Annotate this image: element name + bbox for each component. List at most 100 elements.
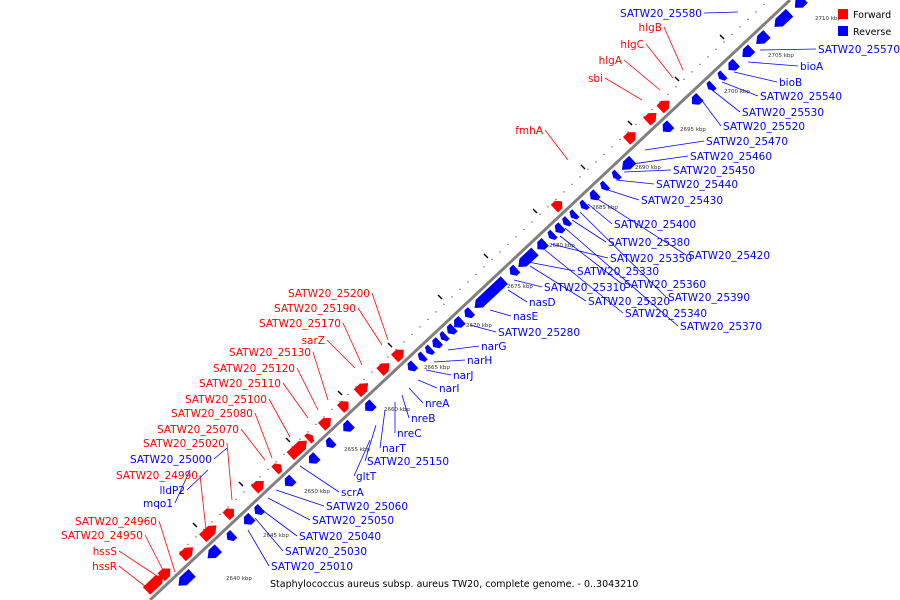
minor-tick (555, 198, 557, 200)
gene-label-gltt: gltT (356, 471, 377, 483)
reverse-leader (579, 211, 667, 298)
reverse-leader (559, 235, 623, 285)
minor-tick (731, 33, 733, 35)
minor-tick (211, 521, 213, 523)
forward-leader (118, 565, 151, 591)
reverse-leader (513, 279, 543, 288)
forward-gene-arrow (336, 401, 349, 413)
minor-tick (467, 281, 469, 283)
forward-gene-arrow (271, 463, 283, 475)
gene-label-satw20-25170: SATW20_25170 (259, 318, 341, 330)
minor-tick (611, 146, 613, 148)
gene-label-satw20-24990: SATW20_24990 (116, 470, 198, 482)
minor-tick (563, 191, 565, 193)
gene-label-mqo1: mqo1 (143, 498, 173, 510)
reverse-gene-arrow (518, 247, 539, 268)
gene-label-narh: narH (467, 355, 492, 367)
gene-label-satw20-25020: SATW20_25020 (143, 438, 225, 450)
forward-gene-arrow (656, 100, 670, 114)
minor-tick (259, 476, 261, 478)
reverse-leader (564, 227, 679, 327)
reverse-leader (529, 265, 587, 302)
minor-tick (435, 311, 437, 313)
minor-tick (235, 498, 237, 500)
label-leaders (118, 11, 817, 591)
gene-label-hlgc: hlgC (620, 39, 644, 51)
scale-label: 2675 kbp (507, 284, 533, 290)
minor-tick (395, 348, 397, 350)
minor-tick (195, 536, 197, 538)
gene-label-satw20-25420: SATW20_25420 (688, 250, 770, 262)
feature-track (142, 0, 808, 595)
minor-tick (403, 341, 405, 343)
gene-label-satw20-25190: SATW20_25190 (274, 303, 356, 315)
minor-tick (531, 221, 533, 223)
genome-backbone (148, 0, 792, 600)
minor-tick (411, 333, 413, 335)
gene-label-satw20-25150: SATW20_25150 (367, 456, 449, 468)
forward-gene-arrow (353, 383, 369, 398)
forward-gene-arrow (286, 440, 307, 461)
reverse-leader (759, 48, 817, 51)
major-tick (387, 342, 393, 348)
gene-label-satw20-25530: SATW20_25530 (742, 107, 824, 119)
minor-tick (283, 453, 285, 455)
legend-reverse-label: Reverse (853, 27, 891, 38)
gene-label-bioa: bioA (800, 61, 824, 73)
reverse-leader (699, 97, 722, 127)
forward-gene-arrow (304, 433, 315, 444)
scale-label: 2670 kbp (466, 323, 492, 329)
scale-label: 2660 kbp (384, 407, 410, 413)
reverse-leader (267, 497, 311, 521)
gene-label-sbi: sbi (588, 73, 603, 85)
gene-label-nrea: nreA (425, 398, 450, 410)
reverse-gene-arrow (728, 58, 740, 71)
reverse-gene-arrow (207, 544, 223, 559)
minor-tick (579, 176, 581, 178)
gene-label-nase: nasE (513, 311, 538, 323)
reverse-leader (425, 369, 452, 376)
gene-label-satw20-25050: SATW20_25050 (312, 515, 394, 527)
reverse-gene-arrow (407, 360, 419, 372)
gene-label-satw20-25040: SATW20_25040 (299, 531, 381, 543)
major-tick (285, 437, 291, 443)
gene-label-narg: narG (481, 341, 507, 353)
reverse-gene-arrow (794, 0, 808, 8)
reverse-leader (571, 219, 607, 243)
minor-tick (683, 78, 685, 80)
gene-label-satw20-25320: SATW20_25320 (588, 296, 670, 308)
minor-tick (659, 101, 661, 103)
forward-gene-arrow (250, 480, 264, 494)
scale-label: 2685 kbp (592, 205, 618, 211)
reverse-gene-arrow (432, 337, 444, 349)
minor-tick (715, 48, 717, 50)
reverse-leader (733, 71, 778, 83)
minor-tick (667, 93, 669, 95)
gene-label-satw20-25340: SATW20_25340 (625, 308, 707, 320)
reverse-gene-arrow (417, 351, 428, 362)
gene-label-satw20-25430: SATW20_25430 (641, 195, 723, 207)
gene-label-satw20-25200: SATW20_25200 (288, 288, 370, 300)
gene-label-satw20-25130: SATW20_25130 (229, 347, 311, 359)
forward-gene-arrow (390, 349, 404, 363)
legend: Forward Reverse (838, 9, 891, 38)
gene-label-satw20-25390: SATW20_25390 (668, 292, 750, 304)
reverse-leader (299, 465, 340, 493)
forward-leader (118, 550, 161, 579)
reverse-gene-arrow (611, 169, 622, 180)
gene-label-satw20-25440: SATW20_25440 (656, 179, 738, 191)
reverse-gene-arrow (621, 155, 637, 170)
gene-label-narj: narJ (453, 370, 474, 382)
reverse-gene-arrow (774, 8, 794, 27)
forward-gene-arrow (199, 525, 217, 543)
gene-label-satw20-25000: SATW20_25000 (130, 454, 212, 466)
scale-label: 2665 kbp (424, 365, 450, 371)
reverse-gene-arrow (537, 237, 549, 250)
major-tick (674, 76, 680, 82)
major-tick (719, 34, 725, 40)
gene-label-satw20-25070: SATW20_25070 (157, 424, 239, 436)
minor-tick (315, 423, 317, 425)
forward-gene-arrow (222, 508, 235, 521)
forward-leader (268, 398, 291, 438)
forward-leader (663, 26, 684, 71)
